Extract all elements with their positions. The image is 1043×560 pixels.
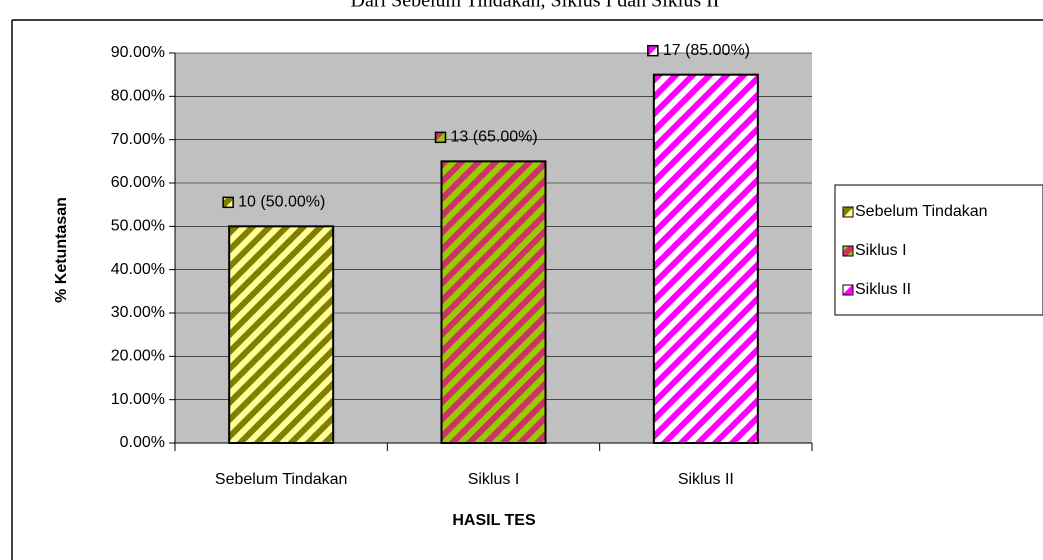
y-tick-label: 80.00% [111,88,165,105]
legend-label: Siklus I [855,242,907,259]
y-tick-label: 30.00% [111,304,165,321]
data-label: 17 (85.00%) [663,42,750,59]
bar [652,73,759,445]
y-tick-label: 70.00% [111,131,165,148]
y-tick-label: 40.00% [111,261,165,278]
x-tick-label: Siklus I [468,471,520,488]
x-axis-label: HASIL TES [452,512,536,529]
legend-label: Sebelum Tindakan [855,203,988,220]
legend-label: Siklus II [855,281,911,298]
x-tick-label: Sebelum Tindakan [215,471,348,488]
chart-title: Dari Sebelum Tindakan, Siklus I dan Sikl… [351,0,720,12]
legend-marker [842,245,854,257]
y-axis-label: % Ketuntasan [53,197,70,303]
data-label: 13 (65.00%) [451,129,538,146]
label-marker [222,196,234,209]
legend [834,184,1043,316]
bar [440,160,547,444]
y-tick-label: 50.00% [111,218,165,235]
y-tick-label: 90.00% [111,44,165,61]
y-tick-label: 10.00% [111,391,165,408]
legend-marker [842,284,854,296]
label-marker [647,44,659,57]
y-tick-label: 0.00% [120,434,165,451]
label-marker [434,131,447,144]
x-tick-label: Siklus II [678,471,734,488]
legend-marker [842,206,854,218]
data-label: 10 (50.00%) [238,194,325,211]
y-tick-label: 20.00% [111,348,165,365]
y-tick-label: 60.00% [111,174,165,191]
bar [228,225,335,444]
